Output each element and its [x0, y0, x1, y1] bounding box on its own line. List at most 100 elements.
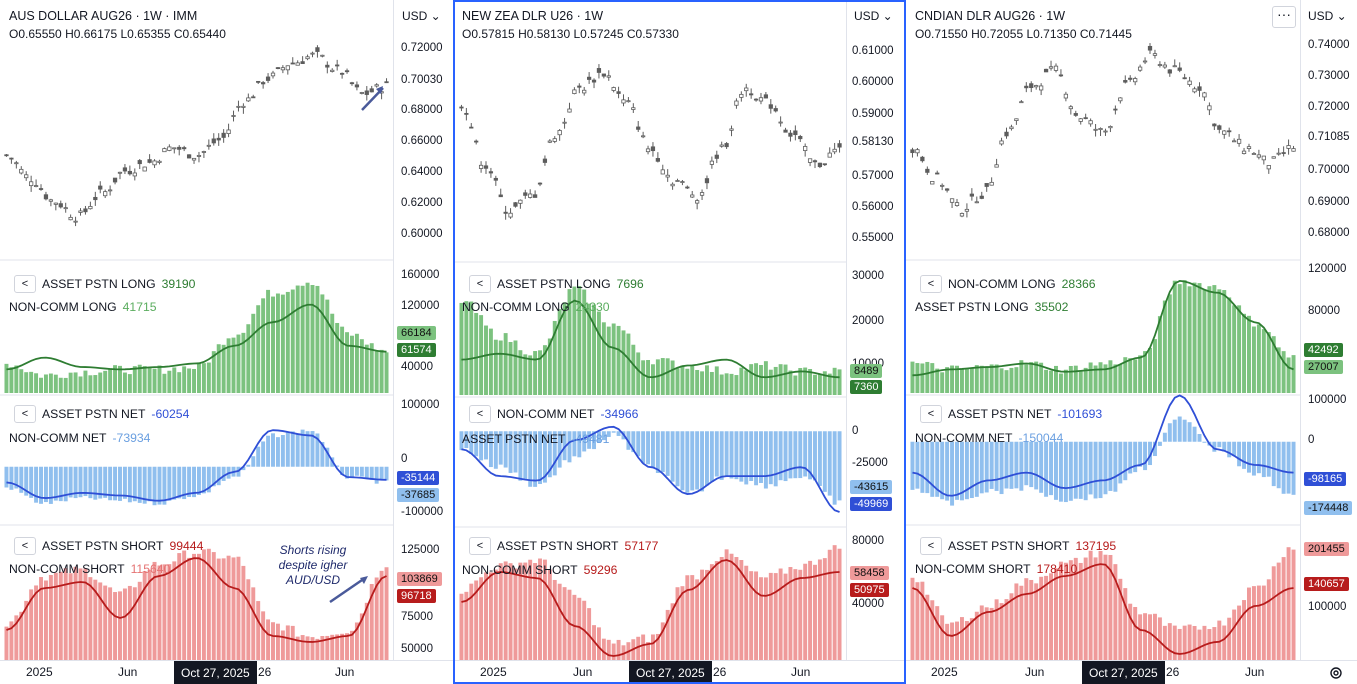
short-bar: [320, 636, 325, 660]
long-bar: [68, 372, 73, 393]
net-bar: [813, 431, 817, 481]
short-bar: [621, 645, 626, 660]
long-bar: [1009, 367, 1014, 393]
collapse-button[interactable]: <: [14, 275, 36, 293]
more-options-button[interactable]: ···: [1272, 6, 1296, 28]
short-bar: [192, 553, 197, 660]
collapse-button[interactable]: <: [920, 405, 942, 423]
short-bar: [488, 572, 493, 660]
long-bar: [231, 337, 236, 393]
short-bar: [1143, 613, 1148, 660]
candle-body: [1118, 97, 1123, 102]
plot-area[interactable]: [0, 0, 393, 660]
price-axis[interactable]: USD ⌄ 0.74000 0.73000 0.72000 0.71085 0.…: [1300, 0, 1357, 660]
long-bar: [340, 326, 345, 393]
plot-area[interactable]: [455, 2, 846, 660]
collapse-button[interactable]: <: [920, 275, 942, 293]
collapse-button[interactable]: <: [469, 275, 491, 293]
price-axis[interactable]: USD ⌄ 0.72000 0.70030 0.68000 0.66000 0.…: [393, 0, 453, 660]
short-bar: [508, 563, 513, 660]
short-bar: [690, 575, 695, 660]
net-bar: [1044, 441, 1049, 497]
time-axis[interactable]: 2025 Jun 26 Jun Oct 27, 2025: [0, 660, 453, 684]
long-bar: [1014, 367, 1019, 393]
net-bar: [271, 433, 275, 467]
long-bar: [1148, 347, 1152, 393]
long-bar: [754, 363, 759, 395]
time-axis[interactable]: 2025 Jun 26 Jun Oct 27, 2025: [906, 660, 1357, 684]
plot-area[interactable]: [906, 0, 1300, 660]
long-bar: [1068, 365, 1073, 393]
candle-body: [103, 191, 108, 197]
short-bar: [261, 611, 266, 660]
candle-body: [305, 56, 310, 60]
short-bar: [266, 619, 271, 660]
currency-selector[interactable]: USD ⌄: [402, 9, 441, 23]
time-axis[interactable]: 2025 Jun 26 Jun Oct 27, 2025: [455, 660, 904, 682]
currency-selector[interactable]: USD ⌄: [1308, 9, 1347, 23]
collapse-button[interactable]: <: [469, 537, 491, 555]
net-bar: [1093, 441, 1098, 499]
collapse-button[interactable]: <: [920, 537, 942, 555]
symbol-title[interactable]: CNDIAN DLR AUG26 · 1W: [915, 9, 1066, 23]
symbol-title[interactable]: NEW ZEA DLR U26 · 1W: [462, 9, 603, 23]
candle-body: [19, 168, 24, 174]
short-bar: [567, 589, 572, 660]
candle-body: [587, 76, 592, 80]
candle-body: [1137, 66, 1143, 71]
candle-body: [315, 47, 320, 52]
long-bar: [1286, 357, 1291, 393]
candle-body: [528, 193, 533, 198]
net-bar: [783, 431, 788, 482]
collapse-button[interactable]: <: [14, 537, 36, 555]
long-bar: [606, 326, 611, 395]
long-bar: [285, 291, 290, 393]
collapse-button[interactable]: <: [14, 405, 36, 423]
collapse-button[interactable]: <: [469, 405, 491, 423]
candle-body: [513, 202, 518, 207]
candle-body: [596, 68, 602, 73]
settings-gear-icon[interactable]: [1328, 665, 1344, 681]
net-bar: [68, 466, 73, 498]
candle-body: [285, 65, 290, 71]
short-bar: [256, 601, 261, 660]
net-bar: [241, 466, 246, 471]
candle-body: [954, 202, 960, 206]
long-bar: [1128, 358, 1133, 393]
long-bar: [626, 333, 631, 395]
symbol-title[interactable]: AUS DOLLAR AUG26 · 1W · IMM: [9, 9, 198, 23]
short-bar: [48, 574, 53, 660]
chart-panel-aud[interactable]: AUS DOLLAR AUG26 · 1W · IMM O0.65550 H0.…: [0, 0, 453, 684]
short-tick: 50000: [401, 643, 433, 655]
price-axis[interactable]: USD ⌄ 0.61000 0.60000 0.59000 0.58130 0.…: [846, 2, 904, 660]
currency-selector[interactable]: USD ⌄: [854, 9, 893, 23]
chart-panel-cad[interactable]: CNDIAN DLR AUG26 · 1W O0.71550 H0.72055 …: [906, 0, 1357, 684]
short-bar: [641, 634, 646, 660]
net-bar: [1152, 441, 1157, 457]
long-bar: [256, 305, 261, 393]
long-bar: [793, 375, 798, 395]
candle-body: [1142, 60, 1148, 63]
net-bar: [538, 431, 542, 485]
candle-body: [552, 138, 557, 142]
net-tick: 0: [1308, 434, 1315, 446]
net-bar: [1024, 441, 1029, 486]
value-tag: -37685: [397, 488, 440, 502]
net-bar: [587, 431, 592, 449]
long-bar: [1197, 283, 1202, 393]
long-bar: [359, 339, 364, 393]
long-tick: 120000: [1308, 263, 1347, 275]
price-tick: 0.55000: [852, 232, 894, 244]
net-bar: [1197, 434, 1202, 442]
short-bar: [1212, 627, 1217, 660]
candle-body: [827, 152, 832, 158]
net-bar: [1138, 441, 1143, 467]
candle-body: [241, 105, 246, 108]
short-bar: [700, 569, 705, 660]
long-tick: 120000: [401, 300, 440, 312]
candle-body: [1222, 130, 1227, 135]
net-bar: [162, 466, 167, 505]
chart-panel-nzd[interactable]: NEW ZEA DLR U26 · 1W O0.57815 H0.58130 L…: [453, 0, 906, 684]
long-bar: [665, 358, 670, 395]
long-bar: [1182, 280, 1187, 393]
